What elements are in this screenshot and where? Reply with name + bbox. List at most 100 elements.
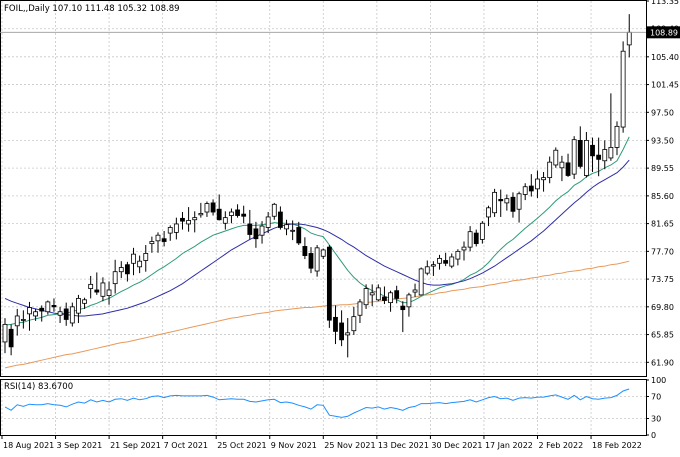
- y-tick-label: 61.90: [651, 358, 674, 367]
- candle: [467, 226, 473, 252]
- candle-body: [222, 217, 228, 224]
- candle-body: [296, 227, 302, 244]
- candle-body: [100, 282, 106, 297]
- y-tick-label: 85.60: [651, 192, 674, 201]
- candle-body: [314, 247, 320, 272]
- candle: [455, 249, 461, 266]
- candle-body: [522, 186, 528, 195]
- candle: [186, 207, 192, 232]
- candle-body: [290, 229, 296, 232]
- candle: [400, 301, 406, 333]
- candle: [565, 153, 571, 177]
- candle: [63, 302, 69, 326]
- candle-body: [155, 234, 161, 242]
- y-tick-label: 65.85: [651, 331, 674, 340]
- candle-body: [326, 246, 332, 321]
- candle: [314, 245, 320, 277]
- candle-body: [45, 301, 51, 313]
- candle-body: [492, 191, 498, 214]
- candle: [100, 277, 106, 302]
- candle-body: [541, 177, 546, 181]
- candle-body: [39, 307, 45, 312]
- candle: [498, 189, 504, 217]
- x-tick-label: 13 Dec 2021: [378, 441, 429, 450]
- candle: [553, 147, 559, 168]
- x-tick-label: 25 Nov 2021: [324, 441, 375, 450]
- candle: [155, 232, 161, 253]
- candle-body: [198, 213, 204, 216]
- y-tick-label: 81.65: [651, 220, 674, 229]
- moving-average-line: [4, 260, 630, 369]
- candle: [247, 209, 253, 240]
- candle: [88, 275, 94, 299]
- y-tick-label: 69.80: [651, 303, 674, 312]
- candle: [596, 137, 602, 177]
- candle-body: [333, 316, 338, 332]
- candle: [222, 211, 228, 230]
- candle-body: [375, 287, 381, 301]
- rsi-y-tick-label: 100: [651, 376, 666, 385]
- candle: [522, 183, 528, 201]
- candle-body: [137, 260, 143, 268]
- candle: [131, 247, 136, 276]
- candle: [265, 212, 271, 234]
- candle: [198, 202, 204, 218]
- candle-body: [363, 288, 369, 306]
- candle: [351, 306, 357, 335]
- candle: [320, 248, 326, 260]
- candle-body: [553, 149, 559, 166]
- candle: [76, 294, 81, 323]
- candle-body: [118, 267, 124, 273]
- candle: [584, 131, 589, 178]
- candle: [541, 171, 546, 192]
- candle: [608, 93, 614, 161]
- candle: [296, 221, 302, 246]
- candle-body: [590, 144, 595, 157]
- candle-body: [14, 315, 20, 327]
- rsi-y-tick-label: 70: [651, 393, 661, 402]
- candle-body: [486, 207, 491, 218]
- candle-body: [27, 307, 32, 315]
- candle: [106, 281, 112, 305]
- candle: [271, 202, 277, 220]
- candle-body: [167, 227, 173, 234]
- candle-body: [608, 147, 614, 159]
- candle-body: [388, 292, 393, 304]
- candle-body: [571, 139, 577, 175]
- y-tick-label: 89.55: [651, 164, 674, 173]
- candle: [418, 267, 424, 296]
- candle: [302, 237, 308, 260]
- candle-body: [584, 139, 589, 176]
- candle: [461, 241, 467, 261]
- x-tick-label: 9 Nov 2021: [271, 441, 317, 450]
- candle: [443, 252, 449, 267]
- candle: [284, 219, 289, 236]
- x-tick-label: 2 Feb 2022: [539, 441, 584, 450]
- candle-body: [504, 198, 510, 204]
- candle-body: [412, 289, 418, 293]
- candle: [39, 305, 45, 322]
- candle-body: [51, 305, 57, 308]
- candle-body: [424, 266, 430, 274]
- candle: [345, 318, 351, 358]
- candle-body: [516, 193, 522, 210]
- candle: [8, 324, 14, 356]
- candle-body: [229, 211, 234, 216]
- candle: [406, 292, 412, 317]
- candle: [210, 199, 216, 216]
- candle: [137, 255, 143, 274]
- candle-body: [106, 289, 112, 296]
- candle-body: [20, 319, 26, 321]
- candle: [449, 253, 455, 269]
- candle: [424, 260, 430, 276]
- candle-body: [357, 301, 363, 316]
- candle-body: [559, 161, 565, 169]
- candle: [180, 212, 185, 230]
- y-tick-label: 93.50: [651, 136, 674, 145]
- candle: [602, 140, 608, 170]
- candle-body: [216, 208, 222, 221]
- candle: [382, 286, 387, 305]
- candle-body: [394, 290, 400, 299]
- candle: [125, 261, 130, 282]
